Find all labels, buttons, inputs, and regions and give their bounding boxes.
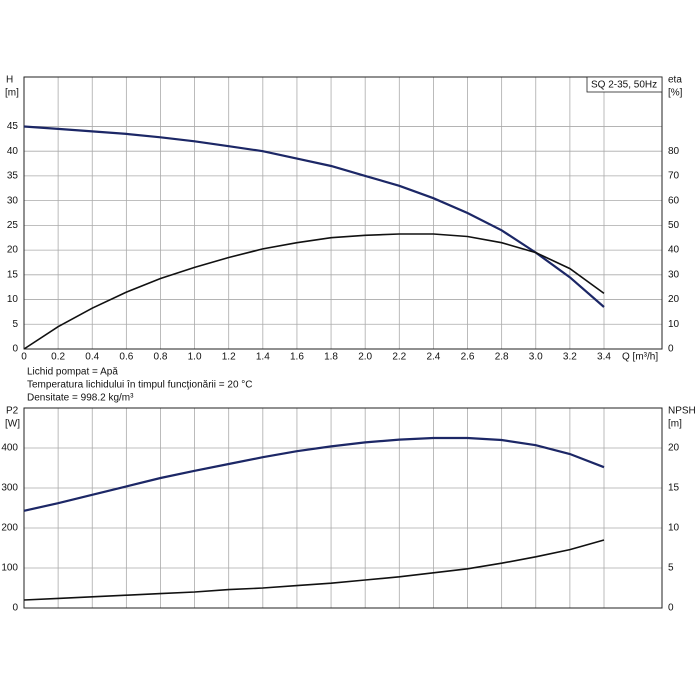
y2-tick-label: 60 bbox=[668, 195, 680, 206]
y-axis-unit: [W] bbox=[5, 419, 20, 430]
y2-tick-label: 20 bbox=[668, 443, 680, 454]
curve-npsh bbox=[23, 539, 605, 601]
curve-eta bbox=[23, 233, 605, 350]
y2-tick-label: 0 bbox=[668, 344, 674, 355]
y-axis-label: H bbox=[6, 75, 13, 86]
x-tick-label: 0.2 bbox=[51, 352, 65, 363]
y-tick-label: 35 bbox=[7, 171, 19, 182]
label-box bbox=[586, 76, 663, 93]
x-tick-label: 2.2 bbox=[392, 352, 406, 363]
y-tick-label: 0 bbox=[12, 344, 18, 355]
plot-frame bbox=[23, 407, 663, 609]
x-tick-label: 2.4 bbox=[426, 352, 440, 363]
x-tick-label: 1.8 bbox=[324, 352, 338, 363]
y2-tick-label: 30 bbox=[668, 269, 680, 280]
y-tick-label: 300 bbox=[1, 483, 18, 494]
y2-tick-label: 70 bbox=[668, 171, 680, 182]
y2-tick-label: 0 bbox=[668, 603, 674, 614]
x-tick-label: 0 bbox=[21, 352, 27, 363]
y2-axis-unit: [m] bbox=[668, 419, 682, 430]
x-tick-label: 1.2 bbox=[222, 352, 236, 363]
y-tick-label: 20 bbox=[7, 245, 19, 256]
y-axis-unit: [m] bbox=[5, 88, 19, 99]
curve-p2 bbox=[23, 436, 605, 512]
plot-area bbox=[24, 408, 662, 608]
y-tick-label: 25 bbox=[7, 220, 19, 231]
y2-tick-label: 10 bbox=[668, 523, 680, 534]
y-tick-label: 15 bbox=[7, 269, 19, 280]
y2-tick-label: 20 bbox=[668, 294, 680, 305]
x-tick-label: 3.4 bbox=[597, 352, 611, 363]
y2-axis-label: eta bbox=[668, 75, 682, 86]
x-tick-label: 2.6 bbox=[461, 352, 475, 363]
note: Densitate = 998.2 kg/m³ bbox=[27, 393, 134, 404]
y2-axis-unit: [%] bbox=[668, 88, 683, 99]
x-tick-label: 3.2 bbox=[563, 352, 577, 363]
note: Temperatura lichidului în timpul funcţio… bbox=[27, 380, 253, 391]
note: Lichid pompat = Apă bbox=[27, 367, 118, 378]
y-tick-label: 10 bbox=[7, 294, 19, 305]
plot-frame bbox=[23, 76, 663, 350]
x-tick-label: 3.0 bbox=[529, 352, 543, 363]
x-tick-label: 2.0 bbox=[358, 352, 372, 363]
y-tick-label: 40 bbox=[7, 146, 19, 157]
x-tick-label: 2.8 bbox=[495, 352, 509, 363]
y-tick-label: 200 bbox=[1, 523, 18, 534]
y2-tick-label: 40 bbox=[668, 245, 680, 256]
y2-axis-label: NPSH bbox=[668, 406, 696, 417]
x-tick-label: 1.6 bbox=[290, 352, 304, 363]
curve-h bbox=[23, 125, 605, 308]
label-box-text: SQ 2-35, 50Hz bbox=[591, 80, 657, 91]
x-tick-label: 0.6 bbox=[119, 352, 133, 363]
y-tick-label: 100 bbox=[1, 563, 18, 574]
x-tick-label: 1.4 bbox=[256, 352, 270, 363]
y2-tick-label: 15 bbox=[668, 483, 680, 494]
y-tick-label: 0 bbox=[12, 603, 18, 614]
y2-tick-label: 50 bbox=[668, 220, 680, 231]
y-tick-label: 45 bbox=[7, 121, 19, 132]
y2-tick-label: 80 bbox=[668, 146, 680, 157]
y2-tick-label: 10 bbox=[668, 319, 680, 330]
y-tick-label: 30 bbox=[7, 195, 19, 206]
x-tick-label: 0.4 bbox=[85, 352, 99, 363]
x-tick-label: 0.8 bbox=[154, 352, 168, 363]
y2-tick-label: 5 bbox=[668, 563, 674, 574]
plot-area bbox=[24, 77, 662, 349]
y-tick-label: 400 bbox=[1, 443, 18, 454]
x-axis-label: Q [m³/h] bbox=[622, 352, 658, 363]
y-axis-label: P2 bbox=[6, 406, 19, 417]
y-tick-label: 5 bbox=[12, 319, 18, 330]
x-tick-label: 1.0 bbox=[188, 352, 202, 363]
